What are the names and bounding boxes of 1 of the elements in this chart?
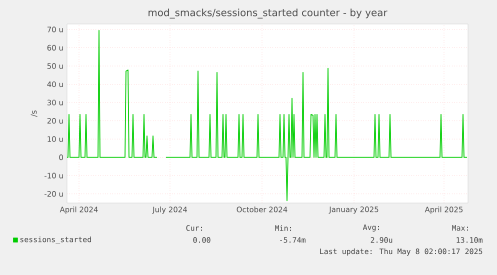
chart-title: mod_smacks/sessions_started counter - by year [148, 8, 388, 18]
